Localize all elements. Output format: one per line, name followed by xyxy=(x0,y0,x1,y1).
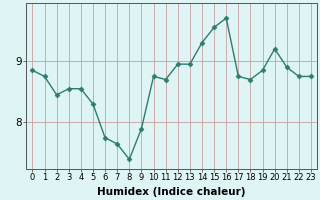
X-axis label: Humidex (Indice chaleur): Humidex (Indice chaleur) xyxy=(98,187,246,197)
